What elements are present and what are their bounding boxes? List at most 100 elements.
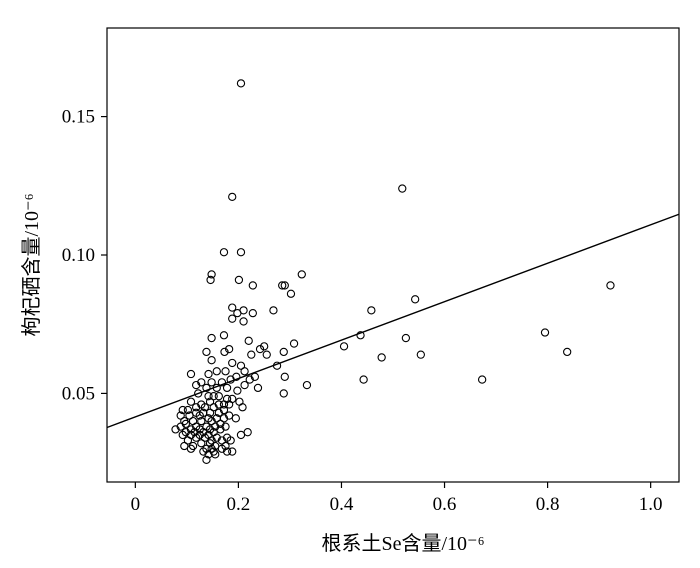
data-point — [221, 367, 230, 376]
data-point — [236, 248, 246, 257]
data-point — [247, 350, 256, 359]
data-point — [253, 383, 263, 393]
data-point — [202, 347, 211, 357]
data-point — [286, 289, 296, 298]
data-point — [212, 367, 221, 376]
data-point — [224, 400, 234, 409]
data-point — [207, 378, 216, 387]
data-point — [228, 192, 237, 202]
data-point — [359, 375, 368, 384]
data-point — [302, 380, 312, 390]
data-point — [269, 306, 278, 315]
data-point — [197, 378, 206, 387]
data-point — [202, 383, 211, 393]
data-point — [204, 369, 213, 379]
data-point — [200, 403, 210, 412]
data-point — [260, 342, 269, 351]
x-tick-label: 0.6 — [433, 494, 457, 515]
data-point — [211, 422, 220, 431]
data-point — [279, 347, 288, 357]
data-point — [477, 375, 487, 384]
data-point — [231, 414, 240, 423]
data-point — [171, 425, 180, 434]
data-point — [245, 375, 254, 384]
data-point — [228, 303, 237, 312]
data-point — [197, 439, 206, 448]
data-point — [228, 358, 237, 368]
data-point — [191, 380, 201, 390]
y-tick-label: 0.15 — [62, 107, 95, 128]
regression-line — [106, 213, 680, 429]
data-point — [563, 347, 572, 357]
data-point — [416, 350, 425, 359]
data-point — [228, 447, 237, 456]
data-point — [248, 308, 257, 318]
y-axis: 0.05 0.10 0.15 — [62, 107, 107, 404]
data-point — [234, 275, 244, 285]
data-point — [181, 419, 190, 429]
data-point — [219, 405, 229, 415]
data-point — [176, 422, 185, 431]
data-point — [297, 270, 306, 279]
data-point — [207, 356, 216, 365]
data-point — [183, 405, 193, 415]
data-point — [199, 447, 208, 456]
data-point — [217, 378, 227, 387]
data-point — [207, 270, 216, 279]
data-point — [219, 248, 229, 257]
data-point — [239, 317, 248, 326]
x-tick-label: 0.4 — [330, 494, 354, 515]
data-point — [279, 389, 288, 398]
data-point — [233, 308, 242, 318]
data-point — [228, 314, 237, 323]
data-point — [339, 342, 349, 351]
data-point — [401, 333, 411, 343]
data-point — [219, 400, 229, 409]
data-point — [206, 275, 215, 285]
data-point — [262, 350, 271, 359]
data-point — [217, 444, 227, 453]
data-point — [180, 441, 189, 451]
data-point — [178, 430, 187, 440]
data-point — [411, 295, 420, 304]
y-tick-label: 0.10 — [62, 245, 95, 266]
data-point — [216, 419, 225, 429]
data-point — [226, 436, 235, 445]
data-point — [289, 339, 299, 348]
data-point — [233, 386, 242, 395]
x-tick-label: 0.8 — [536, 494, 560, 515]
data-point — [219, 331, 229, 340]
data-point — [214, 392, 223, 401]
data-point — [280, 281, 289, 290]
data-point — [222, 383, 232, 393]
data-point — [207, 333, 216, 343]
data-point — [224, 344, 234, 354]
data-point — [243, 428, 252, 437]
data-point — [248, 281, 257, 290]
data-point — [377, 353, 386, 362]
data-point — [278, 281, 287, 290]
data-point — [222, 447, 232, 456]
data-point — [224, 411, 234, 420]
x-tick-label: 0 — [131, 494, 141, 515]
data-point — [214, 408, 223, 417]
data-point — [195, 411, 204, 420]
data-point — [240, 367, 249, 376]
y-tick-label: 0.05 — [62, 383, 95, 404]
data-point — [216, 425, 225, 434]
data-point — [398, 184, 407, 193]
data-point — [221, 422, 230, 431]
data-point — [214, 400, 223, 409]
data-point — [211, 450, 220, 459]
data-point — [186, 444, 196, 453]
data-point — [186, 369, 196, 379]
data-point — [188, 441, 198, 451]
data-point — [540, 328, 550, 337]
data-point — [236, 79, 246, 88]
data-point — [178, 405, 187, 415]
data-point — [191, 403, 201, 412]
data-point — [356, 331, 365, 340]
data-point — [236, 430, 246, 440]
